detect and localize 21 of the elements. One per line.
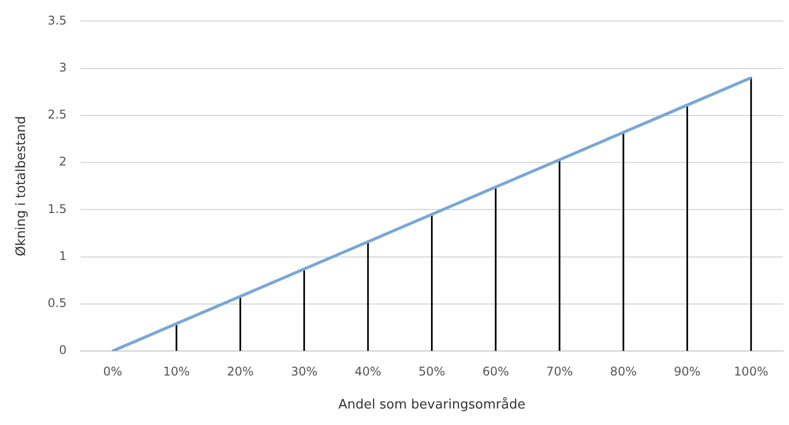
x-tick-label: 70% bbox=[546, 364, 573, 378]
x-tick-label: 100% bbox=[734, 364, 768, 378]
y-axis-title: Økning i totalbestand bbox=[14, 116, 30, 256]
x-tick-label: 0% bbox=[103, 364, 122, 378]
x-tick-label: 60% bbox=[482, 364, 510, 378]
x-axis-title: Andel som bevaringsområde bbox=[338, 396, 526, 413]
x-tick-label: 80% bbox=[610, 364, 637, 378]
y-tick-label: 0.5 bbox=[48, 296, 67, 310]
x-tick-label: 40% bbox=[354, 364, 382, 378]
y-tick-label: 3.5 bbox=[48, 13, 67, 28]
y-tick-label: 3 bbox=[59, 60, 67, 74]
x-tick-label: 90% bbox=[674, 364, 701, 378]
x-tick-label: 50% bbox=[418, 364, 446, 378]
x-tick-label: 10% bbox=[163, 364, 190, 378]
y-tick-label: 1.5 bbox=[48, 202, 67, 216]
x-tick-label: 20% bbox=[226, 364, 254, 378]
y-tick-label: 0 bbox=[59, 343, 67, 358]
y-tick-label: 2.5 bbox=[48, 108, 67, 122]
y-tick-label: 2 bbox=[59, 154, 67, 169]
y-tick-label: 1 bbox=[59, 248, 67, 263]
x-tick-label: 30% bbox=[290, 364, 318, 378]
